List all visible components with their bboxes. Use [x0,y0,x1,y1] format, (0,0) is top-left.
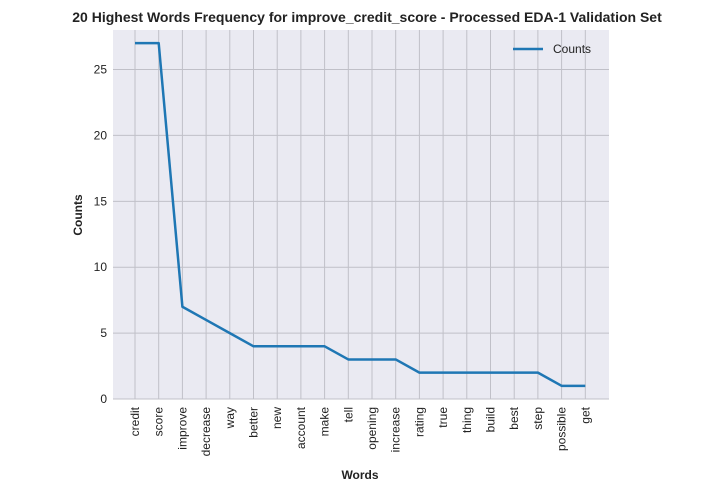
x-tick-label: increase [389,407,403,453]
x-axis-label: Words [341,468,378,482]
x-tick-label: get [578,406,592,423]
y-tick-label: 15 [94,194,108,208]
x-tick-label: opening [365,407,379,450]
y-tick-label: 0 [100,392,107,406]
x-tick-label: improve [175,407,189,450]
x-tick-label: new [270,407,284,429]
x-tick-label: step [531,407,545,430]
plot-area: credit score improve decrease way better new ac… [94,30,609,456]
series-line [135,41,586,388]
legend-label: Counts [553,42,591,56]
x-tick-label: credit [128,406,142,436]
plot-background [113,30,609,399]
x-tick-label: account [294,406,308,449]
y-tick-label: 10 [94,260,108,274]
x-tick-label: make [318,407,332,437]
x-tick-label: way [223,407,237,429]
x-tick-label: true [436,407,450,428]
x-tick-label: decrease [199,407,213,457]
y-tick-label: 5 [100,326,107,340]
x-tick-label: build [484,407,498,432]
x-tick-label: possible [555,407,569,451]
x-tick-label: best [507,406,521,429]
x-tick-label: thing [460,407,474,433]
y-tick-label: 25 [94,63,108,77]
x-tick-label: rating [412,407,426,437]
y-axis-label: Counts [71,194,85,236]
y-tick-label: 20 [94,128,108,142]
x-tick-label: better [247,407,261,438]
x-tick-label: tell [341,407,355,422]
chart-title: 20 Highest Words Frequency for improve_c… [72,9,662,25]
x-tick-label: score [152,407,166,437]
